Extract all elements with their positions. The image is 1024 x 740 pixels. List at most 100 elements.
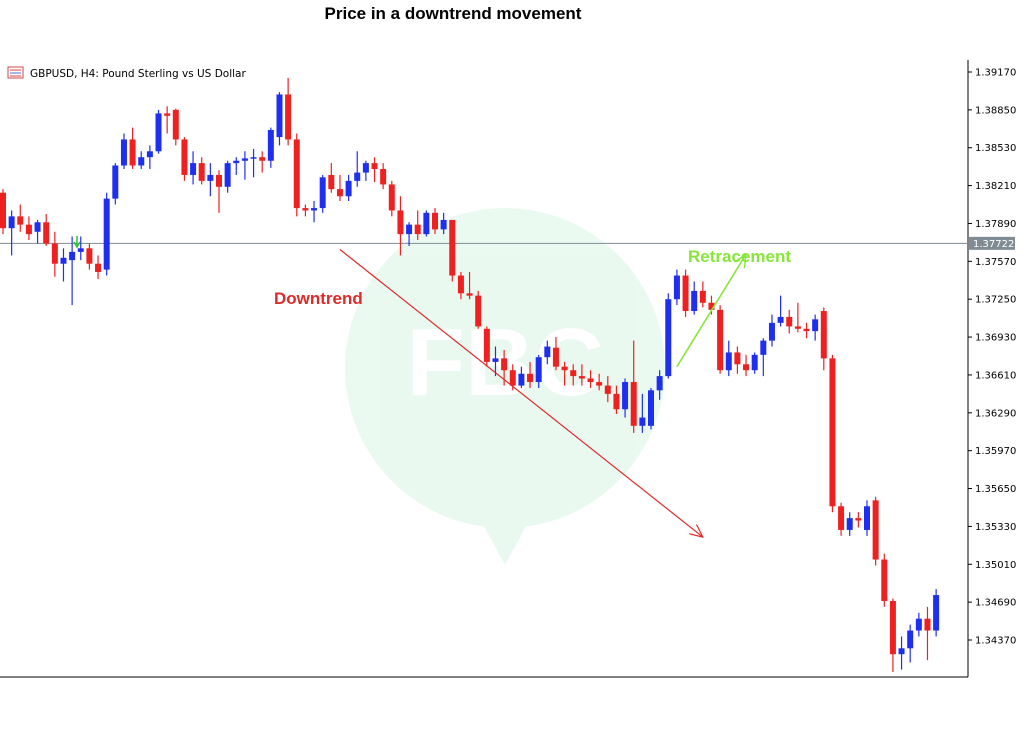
bear-candle xyxy=(743,364,750,371)
bear-candle xyxy=(414,224,421,235)
bull-candle xyxy=(120,139,127,166)
price-tick-label: 1.34690 xyxy=(975,598,1016,609)
bull-candle xyxy=(915,618,922,631)
bull-candle xyxy=(725,352,732,371)
bear-candle xyxy=(198,163,205,181)
bear-candle xyxy=(829,358,836,507)
bull-candle xyxy=(103,198,110,270)
bear-candle xyxy=(302,208,309,211)
bull-candle xyxy=(224,163,231,187)
downtrend-label: Downtrend xyxy=(274,289,363,308)
bull-candle xyxy=(933,595,940,631)
downtrend-arrow xyxy=(339,249,703,538)
bear-candle xyxy=(786,316,793,327)
bear-candle xyxy=(527,373,534,383)
bear-candle xyxy=(216,174,222,187)
candles xyxy=(0,77,940,672)
bull-candle xyxy=(77,248,84,252)
bull-candle xyxy=(622,382,629,410)
bear-candle xyxy=(803,328,810,332)
bull-candle xyxy=(665,299,672,377)
bull-candle xyxy=(112,165,119,199)
bull-candle xyxy=(311,208,318,211)
bear-candle xyxy=(466,293,473,296)
bull-candle xyxy=(639,417,646,426)
bear-candle xyxy=(501,358,508,371)
bull-candle xyxy=(354,172,361,181)
bull-candle xyxy=(864,506,870,530)
bull-candle xyxy=(190,163,197,175)
bear-candle xyxy=(699,290,706,303)
bear-candle xyxy=(820,311,827,359)
bull-candle xyxy=(60,257,67,264)
current-price-label: 1.37722 xyxy=(973,239,1014,250)
bull-candle xyxy=(276,94,283,138)
bear-candle xyxy=(181,139,188,175)
price-tick-label: 1.35650 xyxy=(975,484,1016,495)
page-title: Price in a downtrend movement xyxy=(324,4,582,23)
price-tick-label: 1.39170 xyxy=(975,68,1016,79)
bear-candle xyxy=(397,210,404,235)
bull-candle xyxy=(138,157,145,166)
bear-candle xyxy=(25,224,32,235)
bear-candle xyxy=(285,94,292,140)
bull-candle xyxy=(362,163,369,173)
bull-candle xyxy=(898,648,905,655)
bear-candle xyxy=(578,376,585,379)
bull-candle xyxy=(146,151,153,158)
bear-candle xyxy=(838,506,845,530)
retracement-label: Retracement xyxy=(688,247,791,266)
bear-candle xyxy=(371,163,378,170)
bull-candle xyxy=(846,518,853,530)
bull-candle xyxy=(760,340,767,355)
price-tick-label: 1.38210 xyxy=(975,181,1016,192)
bear-candle xyxy=(293,139,300,209)
price-tick-label: 1.38850 xyxy=(975,105,1016,116)
bear-candle xyxy=(129,139,136,166)
price-tick-label: 1.35010 xyxy=(975,560,1016,571)
bull-candle xyxy=(768,322,775,341)
bull-candle xyxy=(751,354,758,371)
bear-candle xyxy=(388,184,395,211)
price-tick-label: 1.37890 xyxy=(975,219,1016,230)
bear-candle xyxy=(682,275,689,312)
bull-candle xyxy=(155,113,162,152)
bear-candle xyxy=(613,393,620,410)
bear-candle xyxy=(717,309,724,371)
bull-candle xyxy=(440,219,447,230)
bear-candle xyxy=(449,219,456,276)
bear-candle xyxy=(259,157,266,161)
bull-candle xyxy=(777,316,784,323)
bear-candle xyxy=(336,189,343,197)
bull-candle xyxy=(656,376,663,391)
retracement-arrow xyxy=(676,254,746,368)
bull-candle xyxy=(673,275,680,300)
bear-candle xyxy=(881,559,888,601)
bear-candle xyxy=(475,295,482,327)
current-price-tag: 1.37722 xyxy=(969,236,1015,250)
bull-candle xyxy=(345,180,352,197)
signal-arrow-icon xyxy=(73,236,81,249)
current-price-tag-bg xyxy=(969,236,1015,250)
bull-candle xyxy=(207,174,214,181)
bull-candle xyxy=(233,160,240,164)
bear-candle xyxy=(708,302,715,310)
bear-candle xyxy=(457,275,464,294)
bull-candle xyxy=(648,390,654,426)
bull-candle xyxy=(535,357,542,383)
bull-candle xyxy=(907,630,914,649)
bear-candle xyxy=(872,500,879,560)
price-tick-label: 1.35970 xyxy=(975,446,1016,457)
symbol-label: GBPUSD, H4: Pound Sterling vs US Dollar xyxy=(30,68,246,80)
bull-candle xyxy=(241,158,248,161)
bull-candle xyxy=(518,373,525,386)
bear-candle xyxy=(604,385,611,394)
bear-candle xyxy=(552,347,559,367)
price-tick-label: 1.34370 xyxy=(975,636,1016,647)
bull-candle xyxy=(423,212,430,235)
bear-candle xyxy=(380,169,387,185)
bear-candle xyxy=(924,618,931,631)
bear-candle xyxy=(483,328,490,362)
bear-candle xyxy=(509,370,516,386)
